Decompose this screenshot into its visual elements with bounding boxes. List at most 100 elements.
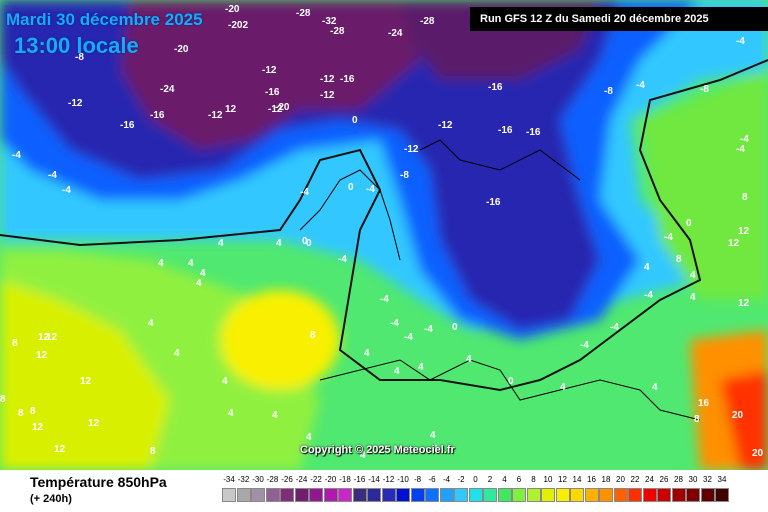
temp-label: 12 xyxy=(88,418,100,429)
temp-label: -8 xyxy=(700,84,709,95)
temp-label: 12 xyxy=(36,350,48,361)
temp-label: 4 xyxy=(276,238,282,249)
legend-label: -28 xyxy=(266,475,279,484)
legend-label: 22 xyxy=(630,475,640,484)
legend-swatch xyxy=(526,488,541,502)
temp-label: -16 xyxy=(265,87,280,98)
temp-label: -12 xyxy=(68,98,83,109)
legend-swatch xyxy=(294,488,309,502)
temp-label: -4 xyxy=(366,184,375,195)
temp-label: -16 xyxy=(120,120,135,131)
legend-label: 8 xyxy=(531,475,536,484)
temperature-map: -8 -20 -20 -24 -16 -16 -12 -12 -12 12 -1… xyxy=(0,0,768,470)
legend-swatch xyxy=(715,488,729,502)
temp-label: 4 xyxy=(652,382,658,393)
temp-label: -16 xyxy=(498,125,513,136)
legend-swatch xyxy=(613,488,628,502)
legend-swatch xyxy=(309,488,323,502)
legend-label: -16 xyxy=(353,475,366,484)
legend-label: -4 xyxy=(442,475,451,484)
legend-label: -2 xyxy=(457,475,465,484)
legend-swatch xyxy=(468,488,483,502)
legend-swatch xyxy=(367,488,381,502)
temp-label: -4 xyxy=(736,144,745,155)
temp-label: -28 xyxy=(296,8,311,19)
legend-label: 30 xyxy=(688,475,698,484)
legend-label: -22 xyxy=(310,475,322,484)
map-canvas: -8 -20 -20 -24 -16 -16 -12 -12 -12 12 -1… xyxy=(0,0,768,470)
legend-swatch xyxy=(439,488,454,502)
legend-label: 24 xyxy=(645,475,654,484)
field-title: Température 850hPa xyxy=(30,474,167,490)
temp-label: 8 xyxy=(676,254,682,265)
legend-swatch xyxy=(338,488,352,502)
legend-swatch xyxy=(251,488,265,502)
coastline-south xyxy=(319,359,701,421)
legend-swatch xyxy=(686,488,700,502)
temp-label: 0 xyxy=(348,182,354,193)
temp-label: -12 xyxy=(438,120,453,131)
temp-label: -12 xyxy=(404,144,419,155)
temp-label: 4 xyxy=(466,354,472,365)
temp-label: -4 xyxy=(12,150,21,161)
legend-label: 20 xyxy=(616,475,625,484)
legend-swatch xyxy=(570,488,584,502)
temp-label: -12 xyxy=(320,90,335,101)
legend-label: -18 xyxy=(339,475,351,484)
temp-label: 0 xyxy=(306,238,312,249)
temp-label: -16 xyxy=(150,110,165,121)
legend-label: -6 xyxy=(428,475,436,484)
temp-label: -4 xyxy=(380,294,389,305)
legend-label: -14 xyxy=(368,475,380,484)
temp-label: 0 xyxy=(302,236,308,247)
temp-label: -202 xyxy=(228,20,248,31)
temp-label: -4 xyxy=(664,232,673,243)
temp-label: 4 xyxy=(188,258,194,269)
valid-time: 13:00 locale xyxy=(14,33,139,58)
temperature-field xyxy=(0,0,768,470)
legend-swatch xyxy=(555,488,570,502)
coastline-north xyxy=(419,139,581,181)
temp-label: 4 xyxy=(222,376,228,387)
temp-label: 12 xyxy=(46,332,58,343)
run-info: Run GFS 12 Z du Samedi 20 décembre 2025 xyxy=(470,7,768,31)
temp-label: -24 xyxy=(388,28,403,39)
temp-label: -20 xyxy=(174,44,189,55)
temp-label: 4 xyxy=(394,366,400,377)
temp-label: -4 xyxy=(404,332,413,343)
temp-label: -20 xyxy=(275,102,290,113)
temp-label: 16 xyxy=(698,398,710,409)
temp-label: -4 xyxy=(740,134,749,145)
temp-label: 4 xyxy=(158,258,164,269)
temp-label: 4 xyxy=(200,268,206,279)
legend-swatch xyxy=(657,488,671,502)
legend-swatch xyxy=(265,488,280,502)
legend-swatch xyxy=(700,488,715,502)
temp-label: 8 xyxy=(30,406,36,417)
legend-label: 2 xyxy=(487,475,493,484)
temp-label: 12 xyxy=(32,422,44,433)
temp-label: 12 xyxy=(80,376,92,387)
legend-label: 18 xyxy=(601,475,611,484)
temp-label: 12 xyxy=(225,104,237,115)
legend-swatch xyxy=(599,488,613,502)
temp-label: -16 xyxy=(488,82,503,93)
legend-label: -12 xyxy=(382,475,395,484)
legend-label: -24 xyxy=(295,475,308,484)
legend-swatch xyxy=(352,488,367,502)
legend-label: 28 xyxy=(674,475,683,484)
temp-label: 4 xyxy=(174,348,180,359)
legend-label: 32 xyxy=(703,475,712,484)
legend-label: -20 xyxy=(324,475,337,484)
temp-label: 4 xyxy=(228,408,234,419)
copyright-watermark: Copyright © 2025 Meteociel.fr xyxy=(300,444,455,456)
coastline-west xyxy=(299,169,401,261)
temp-label: 12 xyxy=(54,444,66,455)
zero-isotherm xyxy=(0,59,768,392)
temp-label: 0 xyxy=(508,376,514,387)
temp-label: 4 xyxy=(418,362,424,373)
temp-label: -4 xyxy=(424,324,433,335)
map-footer: Température 850hPa (+ 240h) -34 -32 -30 -28… xyxy=(0,470,768,512)
legend-swatch xyxy=(628,488,642,502)
